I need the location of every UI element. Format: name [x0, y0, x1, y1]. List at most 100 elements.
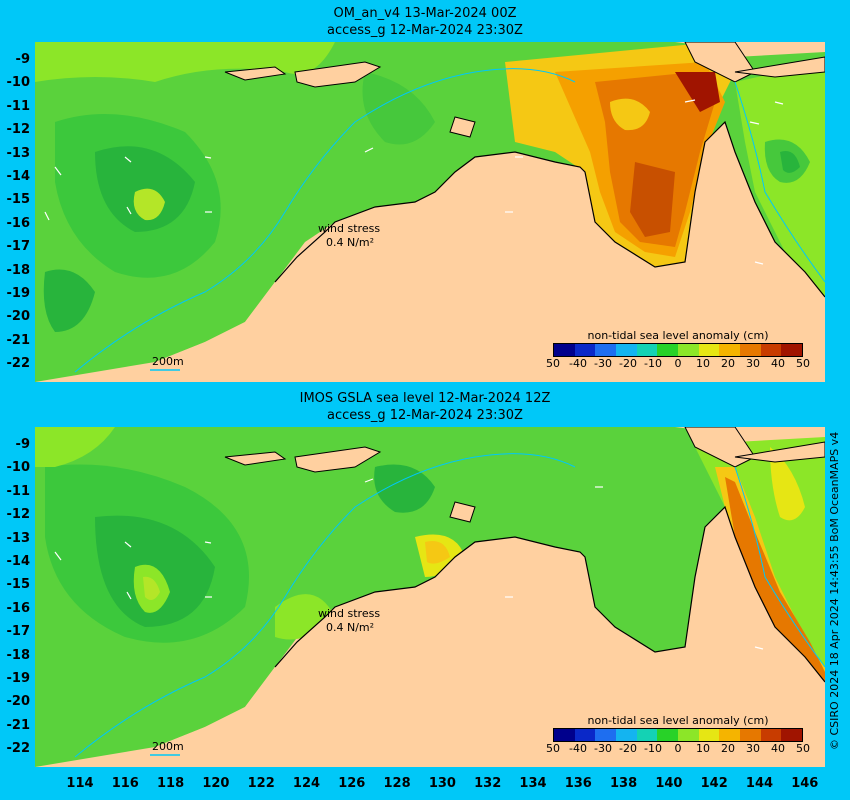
panel2-wind-value: 0.4 N/m² [326, 621, 375, 634]
legend-color-7 [698, 344, 720, 356]
lon-label: 124 [292, 776, 321, 791]
lat-label: -17 [6, 239, 31, 255]
legend-tick: -10 [644, 742, 662, 755]
legend-color-7 [698, 729, 720, 741]
legend-color-0 [554, 344, 575, 356]
lat-label: -9 [15, 437, 30, 452]
lon-label: 132 [474, 776, 502, 791]
lon-label: 130 [428, 776, 456, 791]
legend-tick: 10 [696, 357, 710, 370]
panel2-title: IMOS GSLA sea level 12-Mar-2024 12Z [299, 391, 551, 406]
lat-label: -16 [6, 215, 31, 231]
legend-color-2 [595, 729, 617, 741]
legend-title: non-tidal sea level anomaly (cm) [587, 329, 769, 342]
legend-color-11 [781, 344, 803, 356]
legend-color-5 [657, 729, 679, 741]
legend-color-4 [636, 729, 658, 741]
lat-label: -14 [6, 554, 31, 569]
legend-tick: 30 [746, 357, 760, 370]
legend-color-11 [781, 729, 803, 741]
lat-label: -21 [6, 332, 31, 348]
panel1-map[interactable] [35, 42, 825, 382]
panel1-legend: non-tidal sea level anomaly (cm) 50 -40 -3… [546, 329, 810, 371]
legend-tick: 20 [721, 357, 735, 370]
legend-tick: 50 [796, 357, 810, 370]
legend-color-9 [740, 729, 761, 741]
legend-color-1 [574, 344, 596, 356]
lat-label: -21 [6, 717, 31, 733]
lat-label: -15 [6, 577, 31, 593]
legend-color-3 [616, 344, 637, 356]
legend-tick: 10 [696, 742, 710, 755]
lat-label: -11 [6, 98, 31, 114]
credit-text: © CSIRO 2024 18 Apr 2024 14:43:55 BoM Oc… [828, 431, 841, 750]
lon-label: 122 [247, 776, 275, 791]
legend-tick: -20 [619, 742, 637, 755]
legend-tick: -10 [644, 357, 662, 370]
legend-tick: 0 [674, 357, 682, 370]
panel1-wind-value: 0.4 N/m² [326, 236, 375, 249]
lon-label: 120 [202, 776, 230, 791]
lat-label: -13 [6, 530, 31, 546]
lat-label: -20 [6, 309, 31, 325]
legend-ticks: 50 -40 -30 -20 -10 0 10 20 30 40 50 [546, 357, 810, 371]
legend-tick: 40 [771, 742, 785, 755]
lon-label: 136 [564, 776, 592, 791]
lon-label: 126 [338, 776, 366, 791]
legend-tick: -40 [569, 357, 587, 370]
legend-color-1 [574, 729, 596, 741]
lat-label: -18 [6, 262, 31, 278]
legend-color-6 [678, 344, 699, 356]
lat-label: -13 [6, 145, 31, 161]
lat-label: -16 [6, 600, 31, 616]
panel1-subtitle: access_g 12-Mar-2024 23:30Z [327, 23, 523, 38]
legend-tick: 40 [771, 357, 785, 370]
lat-label: -10 [6, 75, 31, 91]
panel2-isobath-label: 200m [152, 740, 184, 753]
panel2-legend: non-tidal sea level anomaly (cm) 50 -40 -3… [546, 714, 810, 756]
lat-label: -12 [6, 507, 31, 523]
lat-label: -22 [6, 741, 31, 757]
lat-label: -12 [6, 122, 31, 138]
legend-color-4 [636, 344, 658, 356]
legend-color-2 [595, 344, 617, 356]
lon-label: 114 [66, 776, 94, 791]
lat-label: -22 [6, 356, 31, 372]
lat-label: -11 [6, 483, 31, 499]
lon-label: 118 [157, 776, 185, 791]
legend-tick: -20 [619, 357, 637, 370]
legend-color-8 [719, 344, 741, 356]
lat-label: -15 [6, 192, 31, 208]
legend-color-0 [554, 729, 575, 741]
lat-label: -18 [6, 647, 31, 663]
lon-label: 146 [791, 776, 819, 791]
lon-label: 128 [383, 776, 411, 791]
lon-label: 144 [745, 776, 774, 791]
legend-ticks: 50 -40 -30 -20 -10 0 10 20 30 40 50 [546, 742, 810, 756]
panel2-map[interactable] [35, 427, 825, 767]
legend-color-10 [760, 344, 782, 356]
lon-label: 138 [610, 776, 638, 791]
legend-color-5 [657, 344, 679, 356]
legend-color-8 [719, 729, 741, 741]
legend-colorbar [553, 343, 803, 357]
legend-title: non-tidal sea level anomaly (cm) [587, 714, 769, 727]
legend-color-9 [740, 344, 761, 356]
panel2-wind-label: wind stress [318, 607, 381, 620]
legend-tick: -30 [594, 357, 612, 370]
lon-label: 134 [519, 776, 547, 791]
panel1-isobath-label: 200m [152, 355, 184, 368]
lat-label: -20 [6, 694, 31, 710]
lat-label: -19 [6, 671, 31, 686]
lon-label: 142 [700, 776, 728, 791]
legend-tick: 50 [796, 742, 810, 755]
legend-tick: 20 [721, 742, 735, 755]
legend-color-10 [760, 729, 782, 741]
lon-label: 116 [111, 776, 139, 791]
legend-tick: -40 [569, 742, 587, 755]
legend-colorbar [553, 728, 803, 742]
panel1-title: OM_an_v4 13-Mar-2024 00Z [333, 6, 517, 21]
legend-tick: 30 [746, 742, 760, 755]
lat-label: -14 [6, 169, 31, 184]
panel2-subtitle: access_g 12-Mar-2024 23:30Z [327, 408, 523, 423]
